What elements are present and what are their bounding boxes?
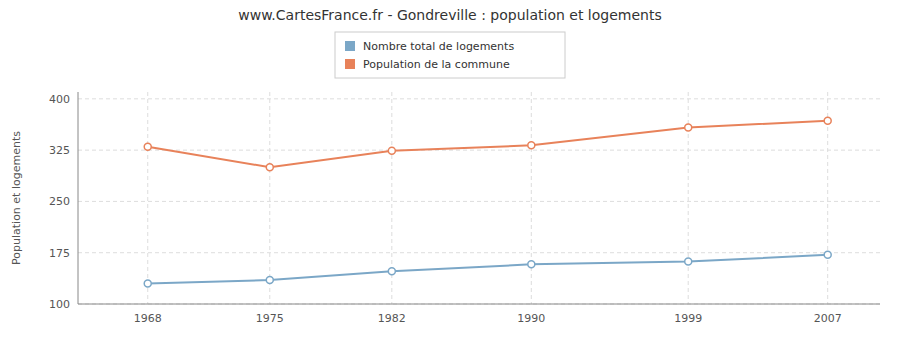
x-grid-line	[147, 92, 148, 304]
series-marker	[685, 124, 692, 131]
x-tick-label: 1968	[134, 312, 162, 325]
series-marker	[824, 117, 831, 124]
series-marker	[528, 261, 535, 268]
legend-swatch	[345, 59, 355, 69]
plot-area	[144, 117, 831, 287]
legend-swatch	[345, 41, 355, 51]
legend-frame	[335, 32, 565, 78]
legend-label: Population de la commune	[363, 58, 510, 71]
series-marker	[685, 258, 692, 265]
y-tick-label: 250	[49, 195, 70, 208]
x-tick-label: 1975	[256, 312, 284, 325]
series-line	[148, 255, 828, 284]
series-marker	[388, 147, 395, 154]
y-tick-label: 100	[49, 298, 70, 311]
y-grid-line	[78, 98, 880, 99]
y-grid-line	[78, 252, 880, 253]
y-axis-line	[78, 92, 79, 304]
x-tick-label: 1982	[378, 312, 406, 325]
title: www.CartesFrance.fr - Gondreville : popu…	[238, 7, 661, 23]
series-marker	[266, 277, 273, 284]
y-tick-label: 175	[49, 247, 70, 260]
x-axis-line	[78, 304, 880, 305]
series-marker	[144, 143, 151, 150]
legend-label: Nombre total de logements	[363, 40, 514, 53]
series-marker	[528, 142, 535, 149]
series-marker	[266, 164, 273, 171]
chart-container: www.CartesFrance.fr - Gondreville : popu…	[0, 0, 900, 340]
y-grid-line	[78, 201, 880, 202]
series-marker	[144, 280, 151, 287]
x-tick-label: 1990	[517, 312, 545, 325]
x-grid-line	[269, 92, 270, 304]
y-tick-label: 325	[49, 144, 70, 157]
x-grid-line	[531, 92, 532, 304]
grid	[78, 92, 880, 304]
y-tick-label: 400	[49, 93, 70, 106]
x-tick-label: 1999	[674, 312, 702, 325]
chart-svg: www.CartesFrance.fr - Gondreville : popu…	[0, 0, 900, 340]
series-marker	[388, 268, 395, 275]
y-grid-line	[78, 150, 880, 151]
x-tick-label: 2007	[814, 312, 842, 325]
series-line	[148, 121, 828, 168]
series-marker	[824, 251, 831, 258]
legend: Nombre total de logements Population de l…	[335, 32, 565, 78]
y-grid-line	[78, 304, 880, 305]
y-axis-label: Population et logements	[10, 131, 23, 265]
